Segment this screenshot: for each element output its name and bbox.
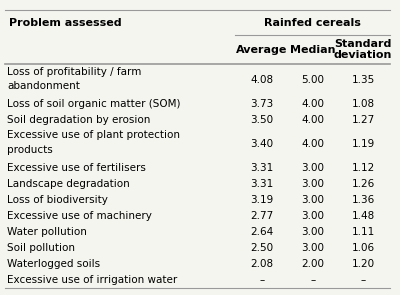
Text: 1.12: 1.12 xyxy=(352,163,375,173)
Text: 1.48: 1.48 xyxy=(352,211,375,221)
Text: 3.00: 3.00 xyxy=(302,195,324,205)
Text: 1.26: 1.26 xyxy=(352,179,375,189)
Text: 4.08: 4.08 xyxy=(250,75,274,85)
Text: 1.19: 1.19 xyxy=(352,139,375,149)
Text: 3.00: 3.00 xyxy=(302,243,324,253)
Text: Excessive use of plant protection: Excessive use of plant protection xyxy=(7,130,180,140)
Text: 3.31: 3.31 xyxy=(250,179,274,189)
Text: Excessive use of fertilisers: Excessive use of fertilisers xyxy=(7,163,146,173)
Text: 3.19: 3.19 xyxy=(250,195,274,205)
Text: 2.77: 2.77 xyxy=(250,211,274,221)
Text: 3.31: 3.31 xyxy=(250,163,274,173)
Text: 4.00: 4.00 xyxy=(302,99,324,109)
Text: 1.20: 1.20 xyxy=(352,259,375,269)
Text: abandonment: abandonment xyxy=(7,81,80,91)
Text: Excessive use of irrigation water: Excessive use of irrigation water xyxy=(7,275,178,285)
Text: –: – xyxy=(310,275,316,285)
Text: Landscape degradation: Landscape degradation xyxy=(7,179,130,189)
Text: Problem assessed: Problem assessed xyxy=(9,18,122,27)
Text: Water pollution: Water pollution xyxy=(7,227,87,237)
Text: Loss of soil organic matter (SOM): Loss of soil organic matter (SOM) xyxy=(7,99,181,109)
Text: 3.00: 3.00 xyxy=(302,179,324,189)
Text: 1.08: 1.08 xyxy=(352,99,375,109)
Text: 3.00: 3.00 xyxy=(302,227,324,237)
Text: 1.11: 1.11 xyxy=(352,227,375,237)
Text: 3.50: 3.50 xyxy=(250,115,274,125)
Text: Soil degradation by erosion: Soil degradation by erosion xyxy=(7,115,151,125)
Text: 4.00: 4.00 xyxy=(302,139,324,149)
Text: 2.64: 2.64 xyxy=(250,227,274,237)
Text: 5.00: 5.00 xyxy=(302,75,324,85)
Text: Standard
deviation: Standard deviation xyxy=(334,39,392,60)
Text: 3.00: 3.00 xyxy=(302,211,324,221)
Text: 1.35: 1.35 xyxy=(352,75,375,85)
Text: 3.40: 3.40 xyxy=(250,139,274,149)
Text: 2.00: 2.00 xyxy=(302,259,324,269)
Text: 1.06: 1.06 xyxy=(352,243,375,253)
Text: 2.50: 2.50 xyxy=(250,243,274,253)
Text: –: – xyxy=(260,275,265,285)
Text: –: – xyxy=(360,275,366,285)
Text: Average: Average xyxy=(236,45,288,55)
Text: 3.73: 3.73 xyxy=(250,99,274,109)
Text: Loss of profitability / farm: Loss of profitability / farm xyxy=(7,67,142,77)
Text: 2.08: 2.08 xyxy=(250,259,274,269)
Text: Rainfed cereals: Rainfed cereals xyxy=(264,18,360,27)
Text: 1.27: 1.27 xyxy=(352,115,375,125)
Text: products: products xyxy=(7,145,53,155)
Text: 4.00: 4.00 xyxy=(302,115,324,125)
Text: Loss of biodiversity: Loss of biodiversity xyxy=(7,195,108,205)
Text: Median: Median xyxy=(290,45,336,55)
Text: Soil pollution: Soil pollution xyxy=(7,243,75,253)
Text: 3.00: 3.00 xyxy=(302,163,324,173)
Text: 1.36: 1.36 xyxy=(352,195,375,205)
Text: Waterlogged soils: Waterlogged soils xyxy=(7,259,100,269)
Text: Excessive use of machinery: Excessive use of machinery xyxy=(7,211,152,221)
